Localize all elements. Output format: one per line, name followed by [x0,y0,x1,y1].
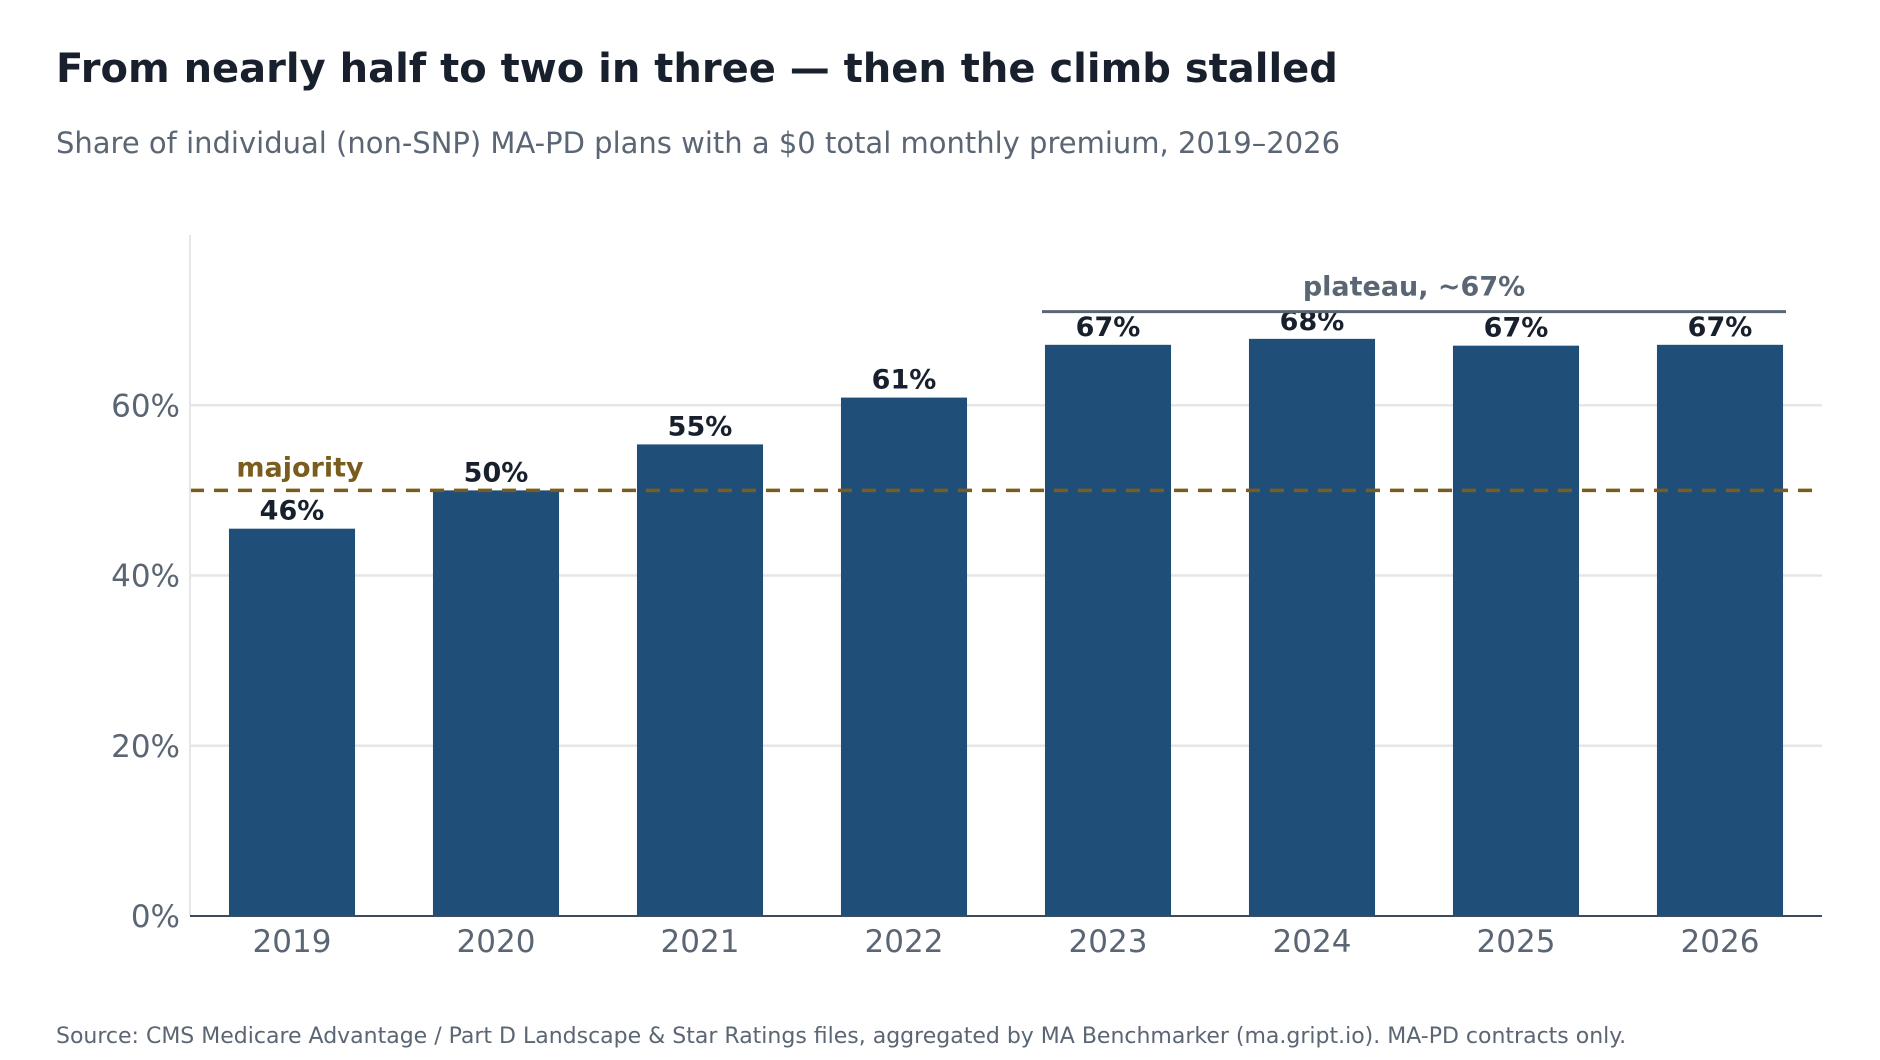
bars [228,338,1784,917]
y-tick-label: 0% [131,899,180,935]
y-tick-label: 20% [111,729,180,765]
y-tick-label: 60% [111,388,180,424]
x-tick-label: 2020 [457,924,536,960]
x-tick-label: 2025 [1477,924,1556,960]
bar [840,397,968,916]
bar [228,528,356,916]
x-tick-label: 2021 [661,924,740,960]
bar [432,490,560,916]
bar-value-label: 46% [260,496,325,527]
chart-subtitle: Share of individual (non-SNP) MA-PD plan… [56,126,1341,160]
x-tick-label: 2024 [1273,924,1352,960]
value-labels: 46%50%55%61%67% 68% 67% 67% [260,306,1753,527]
bar [1044,344,1172,916]
bar [1452,345,1580,917]
bar [636,444,764,916]
x-tick-label: 2026 [1681,924,1760,960]
annotations: majority plateau, ~67% [236,272,1787,483]
bar [1248,338,1376,916]
bar-value-label: 67% [1076,312,1141,343]
bar-value-label: 55% [668,411,733,442]
y-tick-label: 40% [111,559,180,595]
source-note: Source: CMS Medicare Advantage / Part D … [56,1024,1627,1049]
bar-value-label: 67% [1484,313,1549,344]
x-tick-label: 2023 [1069,924,1148,960]
bar-value-label: 61% [872,365,937,396]
majority-label: majority [236,452,364,483]
bar [1656,344,1784,916]
bar-value-label: 67% [1688,312,1753,343]
x-tick-label: 2019 [253,924,332,960]
bar-value-label: 50% [464,457,529,488]
chart-title: From nearly half to two in three — then … [56,46,1338,92]
axes: 0% 20% 40% 60% 2019 2020 2021 2022 2023 2024 2025 2… [111,235,1822,960]
x-tick-label: 2022 [865,924,944,960]
plateau-label: plateau, ~67% [1303,272,1525,303]
bar-chart: 46%50%55%61%67% 68% 67% 67% 0%20%40%60%2019… [111,235,1822,960]
